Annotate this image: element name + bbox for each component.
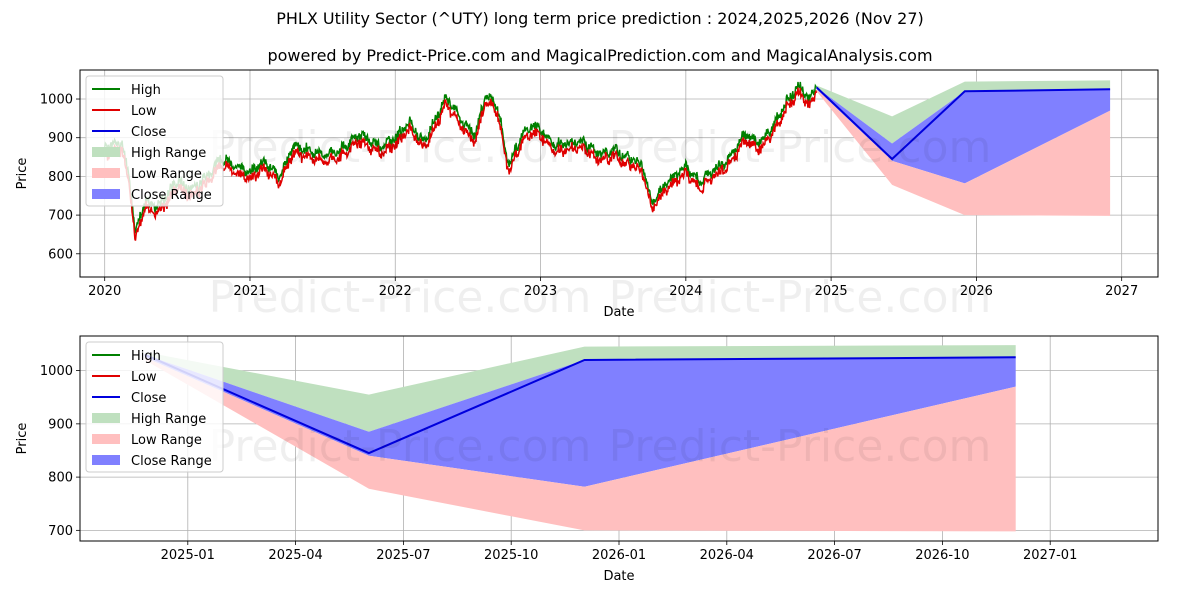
p1-legend-label: Low Range (131, 167, 202, 182)
p2-plot-area (144, 345, 1016, 532)
p2-x-tick-label: 2026-10 (915, 548, 969, 563)
p1-x-tick-label: 2027 (1105, 284, 1138, 299)
p1-legend-swatch-patch (92, 147, 120, 157)
p2-close-range-band (144, 354, 1016, 487)
p2-x-tick-label: 2027-01 (1023, 548, 1077, 563)
p1-watermark: Predict-Price.com (609, 122, 992, 173)
p2-y-tick-label: 800 (48, 471, 73, 486)
p1-x-axis-label: Date (603, 305, 634, 320)
p2-x-tick-label: 2025-07 (376, 548, 430, 563)
p1-legend-label: Close (131, 125, 166, 140)
p2-x-tick-label: 2025-04 (268, 548, 322, 563)
p2-close-line (144, 353, 1016, 455)
p2-x-tick-label: 2026-04 (700, 548, 754, 563)
p2-legend-swatch-patch (92, 434, 120, 444)
p2-legend-label: High (131, 349, 161, 364)
p2-legend-label: High Range (131, 412, 206, 427)
p1-watermark: Predict-Price.com (609, 272, 992, 323)
p2-x-axis-label: Date (603, 569, 634, 584)
p2-high-range-band (144, 345, 1016, 432)
p2-legend-label: Low Range (131, 433, 202, 448)
p2-legend-swatch-patch (92, 413, 120, 423)
p1-x-tick-label: 2024 (669, 284, 702, 299)
p1-legend-label: Close Range (131, 188, 212, 203)
p1-y-tick-label: 900 (48, 131, 73, 146)
p2-x-tick-label: 2025-01 (161, 548, 215, 563)
p2-watermark: Predict-Price.com (609, 421, 992, 472)
p1-y-axis-label: Price (15, 158, 30, 190)
chart-subtitle: powered by Predict-Price.com and Magical… (267, 46, 933, 65)
p2-legend-label: Low (131, 370, 157, 385)
p2-x-tick-label: 2026-07 (807, 548, 861, 563)
p1-x-tick-label: 2020 (88, 284, 121, 299)
p2-watermark: Predict-Price.com (209, 421, 592, 472)
p1-x-tick-label: 2025 (815, 284, 848, 299)
p1-y-tick-label: 600 (48, 247, 73, 262)
p1-x-tick-label: 2026 (960, 284, 993, 299)
p1-legend-label: High Range (131, 146, 206, 161)
p1-watermark: Predict-Price.com (209, 122, 592, 173)
chart-title: PHLX Utility Sector (^UTY) long term pri… (276, 9, 924, 28)
p2-legend-label: Close Range (131, 454, 212, 469)
p2-legend-swatch-patch (92, 455, 120, 465)
p1-legend-label: Low (131, 104, 157, 119)
p2-y-tick-label: 900 (48, 417, 73, 432)
p1-x-tick-label: 2021 (233, 284, 266, 299)
p2-axes-frame (79, 335, 1159, 542)
p2-x-tick-label: 2025-10 (484, 548, 538, 563)
p1-legend-label: High (131, 83, 161, 98)
p1-y-tick-label: 700 (48, 209, 73, 224)
p1-low-range-band (816, 89, 1111, 216)
p1-high-range-band (816, 80, 1111, 144)
p1-y-tick-label: 1000 (40, 93, 73, 108)
p1-y-tick-label: 800 (48, 170, 73, 185)
p2-y-tick-label: 1000 (40, 364, 73, 379)
p2-x-tick-label: 2026-01 (592, 548, 646, 563)
p1-legend-box (85, 75, 224, 207)
p2-legend-label: Close (131, 391, 166, 406)
p1-watermark: Predict-Price.com (209, 272, 592, 323)
p2-y-tick-label: 700 (48, 524, 73, 539)
p1-legend-swatch-patch (92, 189, 120, 199)
p2-y-axis-label: Price (15, 423, 30, 455)
p1-x-tick-label: 2022 (379, 284, 412, 299)
p1-x-tick-label: 2023 (524, 284, 557, 299)
p1-close-line (815, 86, 1111, 161)
p2-legend-box (85, 341, 224, 473)
p2-low-range-band (144, 357, 1016, 532)
p1-close-range-band (816, 87, 1111, 184)
p1-axes-frame (79, 69, 1159, 278)
p1-legend-swatch-patch (92, 168, 120, 178)
